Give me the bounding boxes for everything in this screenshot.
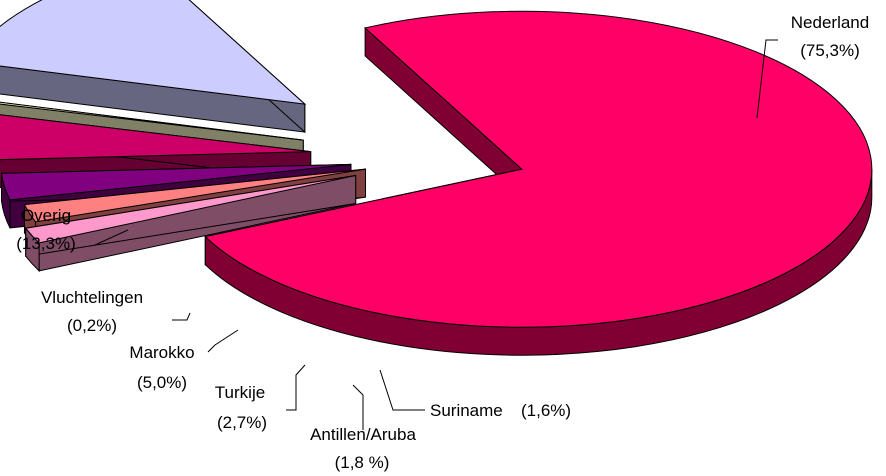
- slice-suriname-top: [24, 175, 356, 244]
- slice-turkije-top: [1, 163, 352, 201]
- slice-marokko-top: [0, 114, 311, 161]
- leader-nederland: [756, 39, 778, 119]
- label-suriname-name: Suriname: [430, 401, 503, 420]
- label-overig-value: (13,3%): [16, 234, 76, 253]
- label-overig-name: Overig: [21, 206, 71, 225]
- leader-suriname: [379, 369, 425, 411]
- slice-suriname: [24, 174, 357, 273]
- label-antillen-name: Antillen/Aruba: [310, 425, 416, 444]
- label-nederland-value: (75,3%): [800, 41, 860, 60]
- leader-overig: [94, 229, 129, 246]
- label-suriname-value: (1,6%): [521, 401, 571, 420]
- slice-overig: [0, 0, 307, 134]
- label-antillen-value: (1,8 %): [335, 453, 390, 472]
- label-nederland-name: Nederland: [791, 13, 869, 32]
- label-vluchtelingen-value: (0,2%): [67, 316, 117, 335]
- leader-antillen: [352, 384, 364, 430]
- label-vluchtelingen-name: Vluchtelingen: [41, 288, 143, 307]
- leader-vluchtelingen: [172, 312, 191, 321]
- label-marokko-name: Marokko: [129, 343, 194, 362]
- label-turkije-value: (2,7%): [217, 413, 267, 432]
- label-leader-lines: [94, 39, 778, 430]
- slice-antillen-aruba-top: [23, 168, 366, 223]
- leader-turkije: [286, 364, 306, 411]
- label-turkije-name: Turkije: [215, 383, 265, 402]
- slice-nederland-top: [204, 10, 873, 328]
- slice-overig-top: [0, 0, 307, 105]
- slice-nederland: [204, 10, 873, 356]
- label-marokko-value: (5,0%): [137, 373, 187, 392]
- leader-marokko: [207, 329, 239, 353]
- pie-slices: [0, 0, 873, 356]
